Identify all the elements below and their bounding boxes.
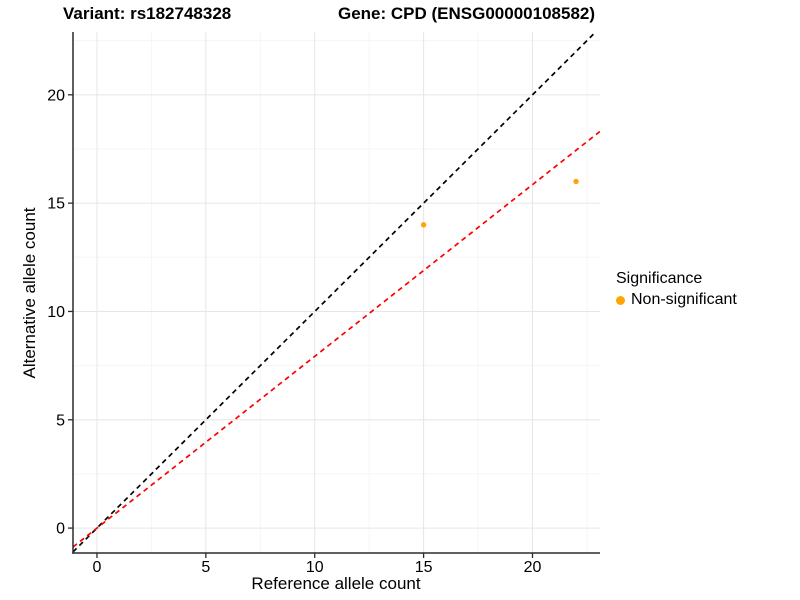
legend: Significance Non-significant [616, 270, 737, 309]
legend-item-label: Non-significant [631, 291, 737, 308]
y-tick-label: 20 [47, 87, 65, 104]
x-tick-label: 20 [524, 559, 542, 576]
data-point [573, 178, 579, 185]
y-axis-title: Alternative allele count [20, 207, 39, 379]
y-tick-label: 10 [47, 304, 65, 321]
data-point [420, 222, 427, 228]
plot-title-variant: Variant: rs182748328 [63, 4, 232, 23]
legend-title: Significance [616, 270, 703, 287]
x-tick-label: 5 [201, 559, 210, 576]
x-tick-label: 15 [415, 559, 433, 576]
x-tick-label: 0 [93, 559, 102, 576]
x-tick-label: 10 [306, 559, 324, 576]
y-tick-label: 5 [56, 412, 65, 429]
plot-title-gene: Gene: CPD (ENSG00000108582) [338, 4, 596, 23]
y-tick-label: 15 [47, 196, 65, 213]
x-axis-title: Reference allele count [251, 574, 421, 593]
identity-line [73, 32, 597, 553]
legend-marker-icon [616, 295, 625, 305]
fit-line [73, 130, 600, 548]
legend-item: Non-significant [616, 291, 737, 309]
y-tick-label: 0 [56, 521, 65, 538]
